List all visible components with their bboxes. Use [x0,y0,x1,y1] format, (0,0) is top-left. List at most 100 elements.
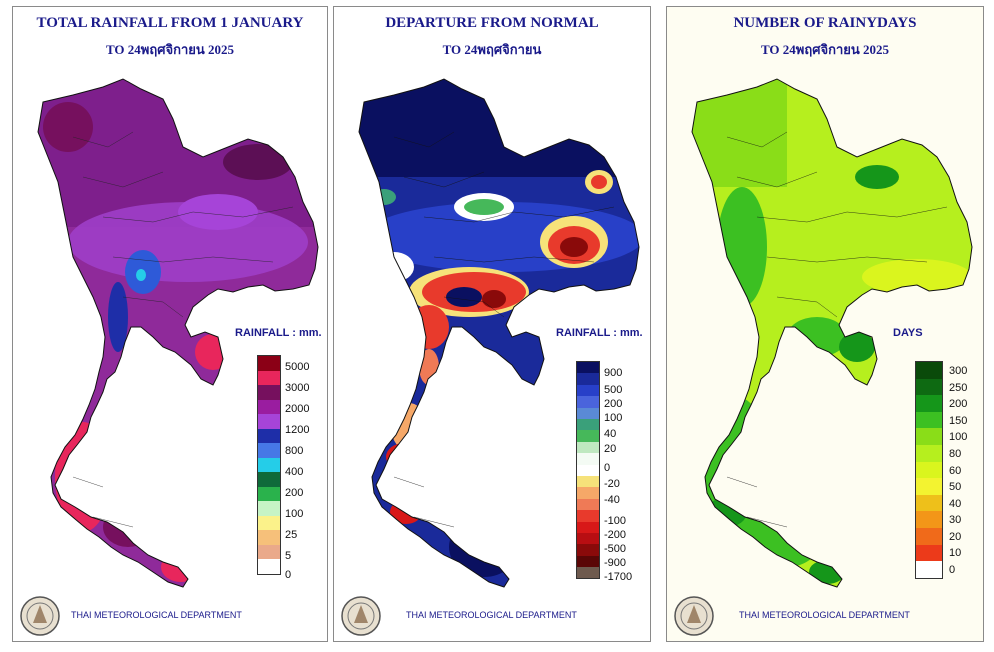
legend-swatch [258,515,280,530]
legend-value: -500 [604,543,627,555]
legend-swatch [258,530,280,545]
legend-value: 80 [949,448,962,460]
legend-value: 25 [285,529,298,541]
legend-value: -1700 [604,571,633,583]
legend-value: 2000 [285,403,310,415]
legend-swatch [258,356,280,371]
legend-value: 900 [604,367,623,379]
legend-swatch [577,567,599,578]
tmd-seal-logo [20,596,60,636]
legend-value: 0 [949,564,956,576]
legend-swatch [916,494,942,512]
legend-value: 200 [949,398,968,410]
legend-swatch [577,419,599,431]
total-rainfall-map [37,78,319,588]
legend-value: 5 [285,550,292,562]
legend-swatch [916,378,942,396]
panel-title: DEPARTURE FROM NORMAL [385,15,599,31]
footer-credit: THAI METEOROLOGICAL DEPARTMENT [71,610,242,620]
legend-value: 200 [285,487,304,499]
legend-value: 1200 [285,424,310,436]
legend-swatch [258,428,280,443]
legend-swatch [577,407,599,419]
departure-legend [576,361,600,579]
legend-value: -200 [604,529,627,541]
legend-value: -40 [604,494,620,506]
legend-value: 30 [949,514,962,526]
legend-value: 150 [949,415,968,427]
legend-swatch [916,461,942,479]
legend-swatch [577,396,599,408]
legend-title: RAINFALL : mm. [556,327,643,339]
legend-swatch [916,544,942,562]
legend-swatch [916,511,942,528]
legend-swatch [258,414,280,429]
tmd-seal-logo [674,596,714,636]
rainy-days-panel: NUMBER OF RAINYDAYS TO 24พฤศจิกายน 2025 … [666,6,984,642]
legend-swatch [916,362,942,379]
departure-from-normal-panel: DEPARTURE FROM NORMAL TO 24พฤศจิกายน [333,6,651,642]
legend-swatch [577,476,599,488]
legend-value: 5000 [285,361,310,373]
footer-credit: THAI METEOROLOGICAL DEPARTMENT [406,610,577,620]
legend-swatch [258,486,280,501]
panel-title: NUMBER OF RAINYDAYS [733,15,917,31]
legend-swatch [258,399,280,414]
legend-value: 250 [949,382,968,394]
legend-swatch [577,555,599,568]
legend-value: 0 [604,462,611,474]
panel-subtitle: TO 24พฤศจิกายน 2025 [760,42,890,57]
legend-swatch [577,453,599,465]
legend-swatch [577,510,599,522]
legend-swatch [258,370,280,385]
legend-swatch [577,498,599,511]
legend-swatch [258,443,280,458]
legend-value: 0 [285,569,292,581]
legend-swatch [577,464,599,476]
legend-value: 400 [285,466,304,478]
legend-swatch [577,521,599,533]
legend-swatch [258,472,280,487]
rainy-days-legend [915,361,943,579]
legend-swatch [577,533,599,545]
legend-value: -900 [604,557,627,569]
legend-swatch [577,362,599,374]
legend-value: 100 [949,431,968,443]
legend-value: 500 [604,384,623,396]
legend-swatch [577,384,599,397]
legend-swatch [916,428,942,445]
legend-swatch [916,528,942,545]
footer-credit: THAI METEOROLOGICAL DEPARTMENT [739,610,910,620]
rainfall-legend [257,355,281,575]
legend-swatch [916,411,942,429]
legend-swatch [258,457,280,472]
tmd-seal-logo [341,596,381,636]
legend-swatch [916,445,942,462]
legend-value: 20 [949,531,962,543]
legend-value: -20 [604,478,620,490]
legend-swatch [577,430,599,442]
legend-value: 800 [285,445,304,457]
legend-swatch [258,385,280,400]
legend-swatch [258,544,280,559]
departure-map [358,78,640,588]
legend-value: 100 [285,508,304,520]
legend-swatch [916,395,942,412]
legend-value: 10 [949,547,962,559]
legend-swatch [258,501,280,516]
legend-title: RAINFALL : mm. [235,327,322,339]
rainy-days-map [691,78,973,588]
legend-swatch [577,544,599,556]
panel-subtitle: TO 24พฤศจิกายน [442,42,542,57]
legend-swatch [258,559,280,574]
legend-value: -100 [604,515,627,527]
panel-title: TOTAL RAINFALL FROM 1 JANUARY [36,15,304,31]
legend-value: 60 [949,465,962,477]
legend-title: DAYS [893,327,923,339]
legend-value: 100 [604,412,623,424]
legend-swatch [577,487,599,499]
legend-value: 40 [949,498,962,510]
legend-swatch [577,441,599,454]
total-rainfall-panel: TOTAL RAINFALL FROM 1 JANUARY TO 24พฤศจิ… [12,6,328,642]
legend-value: 3000 [285,382,310,394]
